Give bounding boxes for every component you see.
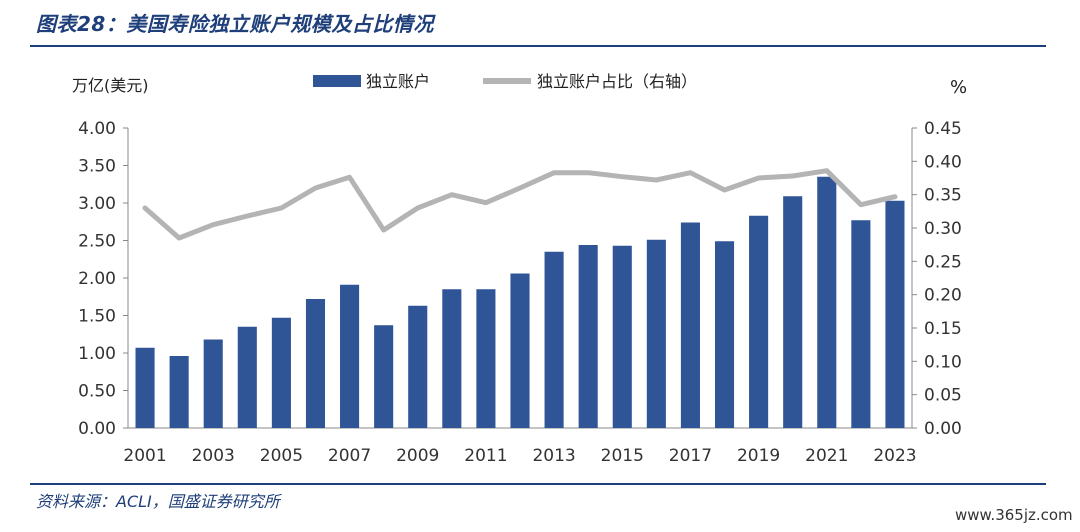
x-tick-label-2003: 2003 (192, 446, 235, 466)
bar-2014 (578, 245, 598, 428)
bar-2006 (305, 299, 326, 428)
bar-2022 (851, 220, 871, 428)
y-right-tick-label: 0.45 (924, 119, 962, 139)
x-axis-ticks: 2001 2003 2005 2007 2009 2011 2013 2015 2017 2019… (123, 446, 916, 466)
y-right-tick-label: 0.25 (924, 252, 962, 272)
x-tick-label-2023: 2023 (873, 446, 916, 466)
bar-2012 (510, 273, 530, 428)
y-left-tick-label: 1.50 (78, 307, 116, 327)
y-right-tick-label: 0.20 (924, 286, 962, 306)
bar-2015 (612, 245, 632, 428)
bar-2003 (203, 339, 223, 428)
y-left-tick-label: 4.00 (78, 119, 116, 139)
title-divider (30, 45, 1046, 47)
x-tick-label-2015: 2015 (601, 446, 644, 466)
legend: 独立账户 独立账户占比（右轴） (313, 72, 697, 91)
bar-2021 (817, 176, 837, 428)
y-left-tick-label: 0.00 (78, 419, 116, 439)
x-tick-label-2005: 2005 (260, 446, 303, 466)
x-tick-label-2013: 2013 (532, 446, 575, 466)
y-right-tick-label: 0.10 (924, 352, 962, 372)
y-left-axis-label: 万亿(美元) (72, 76, 149, 95)
y-left-tick-label: 3.00 (78, 194, 116, 214)
bar-2002 (169, 356, 189, 428)
bar-2005 (271, 317, 291, 428)
y-left-ticks: 4.00 3.50 3.00 2.50 2.00 1.50 1.00 0.50 0.00 (78, 119, 128, 439)
y-right-tick-label: 0.00 (924, 419, 962, 439)
x-tick-label-2011: 2011 (464, 446, 507, 466)
legend-bar-swatch (313, 75, 361, 87)
y-right-tick-label: 0.15 (924, 319, 962, 339)
bar-2019 (749, 215, 769, 428)
bar-2007 (340, 284, 360, 428)
y-left-tick-label: 0.50 (78, 382, 116, 402)
bar-2023 (885, 200, 905, 428)
y-left-tick-label: 2.50 (78, 232, 116, 252)
chart-title: 图表28：美国寿险独立账户规模及占比情况 (36, 12, 434, 36)
bar-2017 (680, 222, 700, 428)
y-left-tick-label: 1.00 (78, 344, 116, 364)
bar-2008 (374, 325, 394, 428)
x-tick-label-2009: 2009 (396, 446, 439, 466)
footer-divider (30, 483, 1046, 485)
bar-2011 (476, 289, 496, 428)
legend-line-label: 独立账户占比（右轴） (537, 72, 697, 91)
bar-2001 (135, 347, 155, 428)
bar-2020 (783, 196, 803, 428)
bar-2018 (714, 241, 735, 428)
bar-2004 (237, 326, 257, 428)
bar-2016 (646, 239, 666, 428)
source-note: 资料来源：ACLI，国盛证券研究所 (36, 492, 280, 511)
legend-bar-label: 独立账户 (366, 72, 430, 91)
x-tick-label-2007: 2007 (328, 446, 371, 466)
bar-2009 (408, 305, 428, 428)
x-tick-label-2019: 2019 (737, 446, 780, 466)
y-left-tick-label: 3.50 (78, 157, 116, 177)
y-right-tick-label: 0.40 (924, 152, 962, 172)
y-right-ticks: 0.45 0.40 0.35 0.30 0.25 0.20 0.15 0.10 0.05 0.00 (912, 119, 962, 439)
x-tick-label-2021: 2021 (805, 446, 848, 466)
y-left-tick-label: 2.00 (78, 269, 116, 289)
y-right-axis-label: % (950, 77, 967, 98)
x-tick-label-2001: 2001 (123, 446, 166, 466)
y-right-tick-label: 0.05 (924, 386, 962, 406)
watermark: www.365jz.com (955, 506, 1073, 524)
line-series (142, 168, 898, 241)
x-tick-label-2017: 2017 (669, 446, 712, 466)
bar-series (135, 176, 905, 428)
legend-line-swatch (483, 78, 531, 84)
bar-2010 (442, 289, 462, 428)
share-line (142, 168, 898, 241)
y-right-tick-label: 0.35 (924, 186, 962, 206)
bar-2013 (544, 251, 564, 428)
y-right-tick-label: 0.30 (924, 219, 962, 239)
